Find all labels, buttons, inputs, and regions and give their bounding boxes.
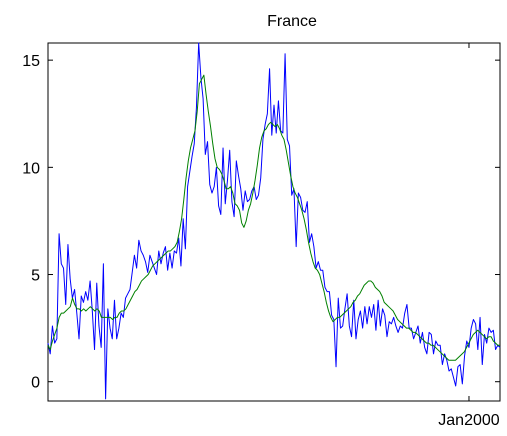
plot-area: [47, 42, 501, 402]
y-tick-label: 5: [31, 268, 40, 285]
x-tick-label: Jan2000: [438, 412, 499, 429]
series-line-2: [47, 74, 500, 361]
y-tick-label: 0: [31, 375, 40, 392]
y-tick-label: 10: [22, 160, 40, 177]
plot-frame: [47, 42, 501, 402]
series-layer: [47, 42, 501, 400]
y-tick-label: 15: [22, 53, 40, 70]
series-line-1: [47, 42, 501, 400]
axes-layer: 0 5 10 15 Jan2000: [22, 43, 500, 429]
chart-title: France: [267, 13, 317, 30]
